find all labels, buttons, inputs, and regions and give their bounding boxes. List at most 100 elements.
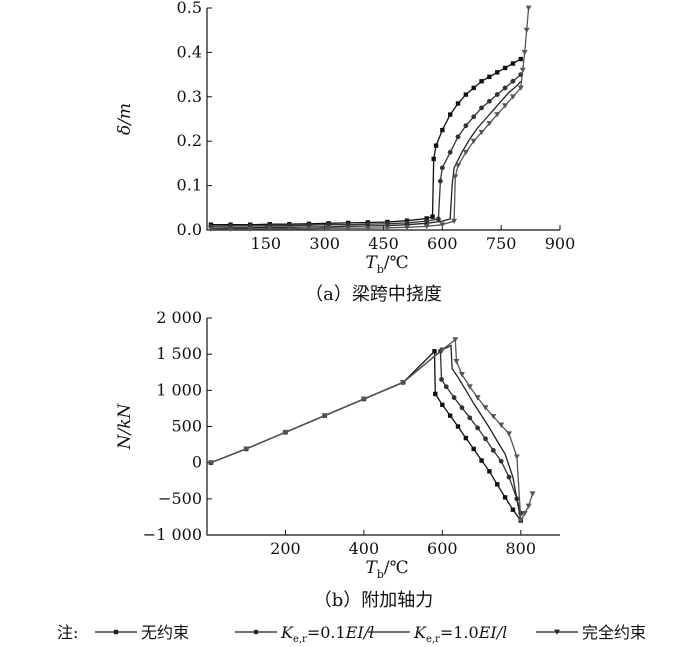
data-point (440, 402, 445, 407)
chart-caption: （a）梁跨中挠度 (305, 284, 442, 305)
legend-marker (253, 629, 259, 635)
data-point (424, 216, 429, 221)
series-0 (208, 56, 523, 227)
data-point (452, 337, 459, 343)
data-point (498, 458, 504, 464)
data-point (495, 70, 500, 75)
data-point (502, 65, 508, 71)
series-3 (207, 337, 536, 524)
data-point (447, 149, 453, 155)
data-point (364, 225, 371, 232)
data-point (502, 103, 509, 109)
data-point (471, 85, 476, 91)
axes-frame (206, 8, 560, 231)
legend-item-2: Ke,r=1.0EI/l (368, 623, 507, 645)
y-axis-title: N/kN (115, 402, 135, 450)
data-point (490, 413, 497, 420)
data-point (463, 435, 469, 441)
data-point (502, 85, 508, 91)
y-tick-label: 0.1 (177, 176, 202, 195)
y-axis-title: δ/m (115, 103, 135, 135)
y-tick-label: −1 000 (143, 525, 202, 544)
legend-marker (554, 629, 560, 635)
data-point (266, 226, 273, 232)
data-point (455, 163, 462, 169)
data-point (519, 67, 526, 73)
data-point (487, 469, 492, 474)
data-point (510, 78, 516, 84)
data-point (458, 372, 465, 378)
series-2 (210, 344, 522, 521)
chart-caption: （b）附加轴力 (314, 590, 434, 611)
data-point (478, 129, 485, 136)
chart-axial-force: −1 000 −500 0 500 1 000 1 500 2 000 200 400 600 80… (115, 308, 560, 611)
x-tick-label: 200 (270, 539, 301, 558)
legend-label: 完全约束 (582, 623, 646, 642)
x-tick-label: 150 (251, 234, 282, 253)
y-tick-label: 0.5 (177, 0, 202, 17)
data-point (404, 224, 411, 231)
data-point (455, 101, 461, 106)
data-point (455, 424, 461, 429)
y-tick-label: 1 000 (156, 380, 202, 399)
data-point (455, 134, 461, 140)
y-tick-label: 0 (192, 453, 202, 472)
data-point (521, 50, 528, 56)
data-point (282, 429, 289, 436)
data-point (482, 405, 489, 411)
data-point (487, 98, 492, 104)
y-tick-label: 500 (171, 417, 202, 436)
data-point (513, 454, 520, 460)
data-point (439, 377, 444, 382)
data-point (424, 218, 430, 224)
data-point (486, 121, 493, 127)
data-point (243, 446, 250, 452)
data-point (518, 56, 523, 62)
data-point (439, 222, 446, 228)
data-point (494, 92, 500, 97)
series-line (210, 80, 522, 229)
data-point (523, 27, 530, 33)
series-3 (207, 5, 532, 232)
x-tick-label: 900 (545, 234, 576, 253)
chart-deflection: 0.0 0.1 0.2 0.3 0.4 0.5 150 300 450 600 750 900 Tb/℃… (115, 0, 575, 305)
data-point (443, 384, 449, 390)
x-tick-label: 300 (309, 234, 340, 253)
series-line (210, 338, 534, 523)
data-point (431, 156, 436, 162)
data-point (529, 491, 536, 497)
data-point (451, 395, 457, 400)
x-tick-label: 450 (368, 234, 399, 253)
data-point (433, 391, 438, 397)
data-point (463, 92, 469, 97)
data-point (487, 74, 492, 80)
y-tick-label: 1 500 (156, 344, 202, 363)
data-point (498, 422, 505, 428)
data-point (439, 165, 445, 171)
legend-prefix: 注: (57, 623, 78, 642)
series-line (210, 349, 522, 521)
x-tick-label: 400 (349, 539, 380, 558)
series-1 (208, 348, 524, 516)
x-axis-title: Tb/℃ (366, 253, 409, 276)
series-1 (208, 72, 524, 229)
legend-item-0: 无约束 (95, 623, 189, 642)
data-point (517, 85, 524, 91)
data-point (325, 225, 332, 232)
data-point (470, 138, 477, 144)
data-point (447, 112, 453, 117)
series-line (210, 74, 522, 228)
series-0 (208, 349, 523, 523)
data-point (345, 225, 352, 232)
x-tick-label: 800 (506, 539, 537, 558)
y-tick-label: 2 000 (156, 308, 202, 327)
series-line (210, 344, 522, 521)
data-point (525, 5, 532, 11)
data-point (227, 226, 234, 232)
data-point (479, 79, 484, 84)
data-point (360, 396, 367, 402)
data-point (286, 226, 293, 232)
data-point (439, 347, 446, 353)
data-point (474, 395, 481, 401)
